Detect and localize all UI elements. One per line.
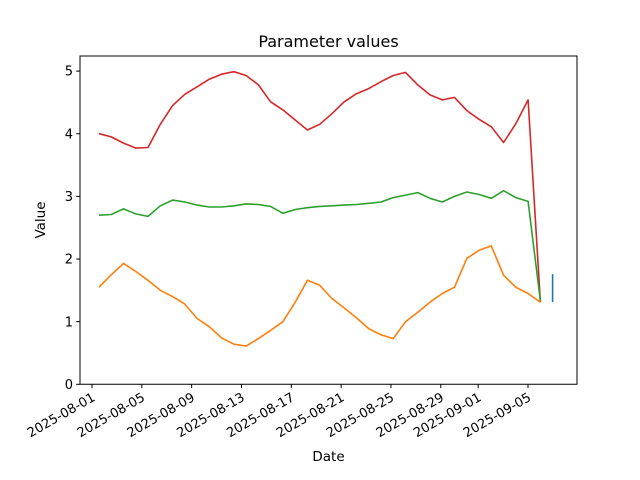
- plot-area: 2025-08-012025-08-052025-08-092025-08-13…: [25, 55, 578, 441]
- y-tick-label: 1: [65, 315, 73, 330]
- series-red-line: [98, 70, 542, 303]
- y-tick-label: 2: [65, 253, 73, 268]
- x-axis-label: Date: [312, 449, 344, 465]
- series-orange-line: [98, 245, 541, 347]
- chart-title: Parameter values: [258, 32, 398, 51]
- axes-spines: [79, 55, 578, 385]
- y-axis-label: Value: [33, 201, 49, 238]
- y-tick-label: 5: [65, 65, 73, 80]
- y-tick-label: 3: [65, 190, 73, 205]
- y-tick-label: 4: [65, 127, 73, 142]
- series-green-line: [98, 189, 542, 302]
- y-tick-label: 0: [65, 378, 73, 393]
